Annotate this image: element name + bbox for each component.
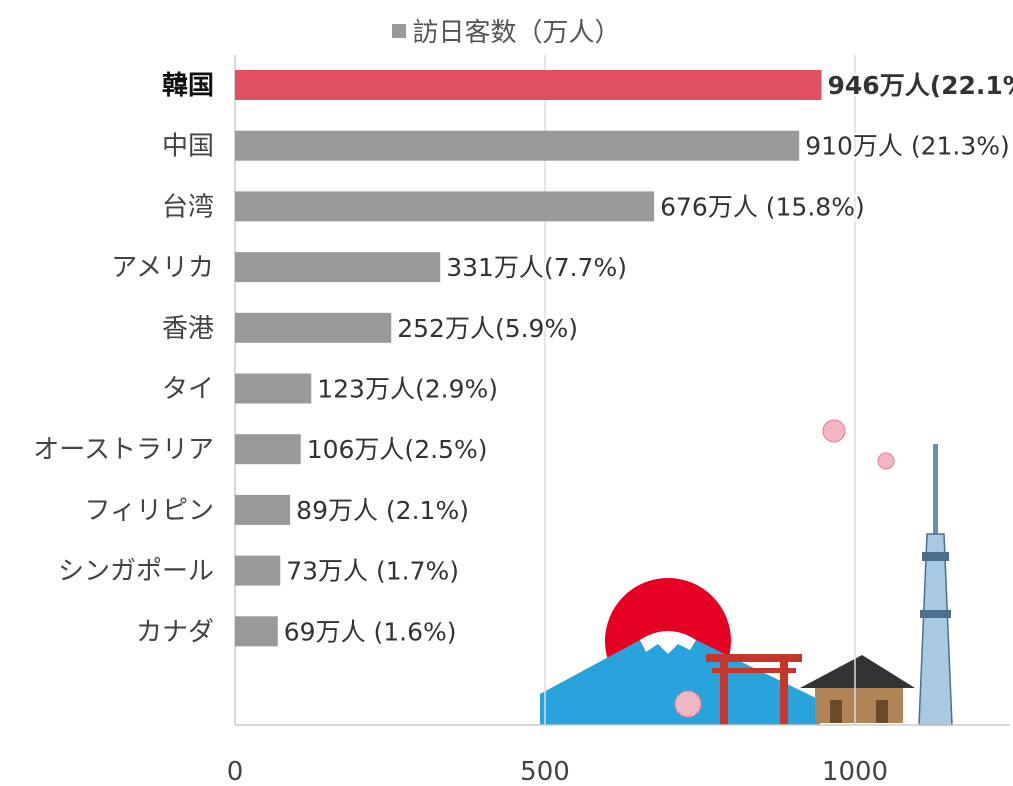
legend-label: 訪日客数（万人） [412, 18, 621, 48]
skytree-icon [918, 444, 953, 726]
category-label: タイ [162, 375, 214, 405]
data-label: 331万人(7.7%) [446, 253, 627, 282]
data-label: 910万人 (21.3%) [805, 132, 1010, 161]
bar [235, 70, 822, 100]
x-tick-label: 500 [520, 757, 570, 786]
bar [235, 494, 291, 525]
bar [235, 373, 312, 404]
data-label: 106万人(2.5%) [307, 435, 488, 464]
category-label: 韓国 [162, 71, 214, 101]
legend-swatch [392, 23, 407, 38]
data-label: 123万人(2.9%) [317, 375, 498, 404]
category-label: アメリカ [111, 253, 214, 283]
data-label: 89万人 (2.1%) [296, 496, 469, 525]
x-tick-label: 1000 [822, 757, 888, 786]
data-label: 676万人 (15.8%) [660, 192, 865, 221]
data-label: 252万人(5.9%) [397, 314, 578, 343]
category-label: 中国 [162, 132, 214, 162]
cherry-blossom-icon [674, 419, 895, 718]
category-label: フィリピン [85, 496, 214, 526]
bar [235, 130, 800, 161]
category-label: 香港 [162, 314, 214, 344]
bar [235, 191, 655, 222]
fuji-snowcap [640, 631, 696, 654]
data-label: 946万人(22.1%) [828, 71, 1013, 100]
data-label: 73万人 (1.7%) [286, 557, 459, 586]
category-label: オーストラリア [33, 435, 214, 465]
category-label: カナダ [136, 617, 214, 647]
data-label: 69万人 (1.6%) [284, 617, 457, 646]
bar [235, 434, 301, 465]
bar [235, 252, 441, 283]
mount-fuji [540, 631, 820, 725]
torii-gate-icon [706, 654, 802, 725]
bar [235, 616, 278, 647]
bar [235, 555, 281, 586]
temple-icon [800, 655, 915, 723]
category-label: 台湾 [162, 192, 214, 222]
x-tick-label: 0 [227, 757, 244, 786]
legend: 訪日客数（万人） [0, 12, 1013, 49]
japan-illustration [540, 419, 953, 726]
bar [235, 312, 392, 343]
category-label: シンガポール [58, 557, 214, 587]
